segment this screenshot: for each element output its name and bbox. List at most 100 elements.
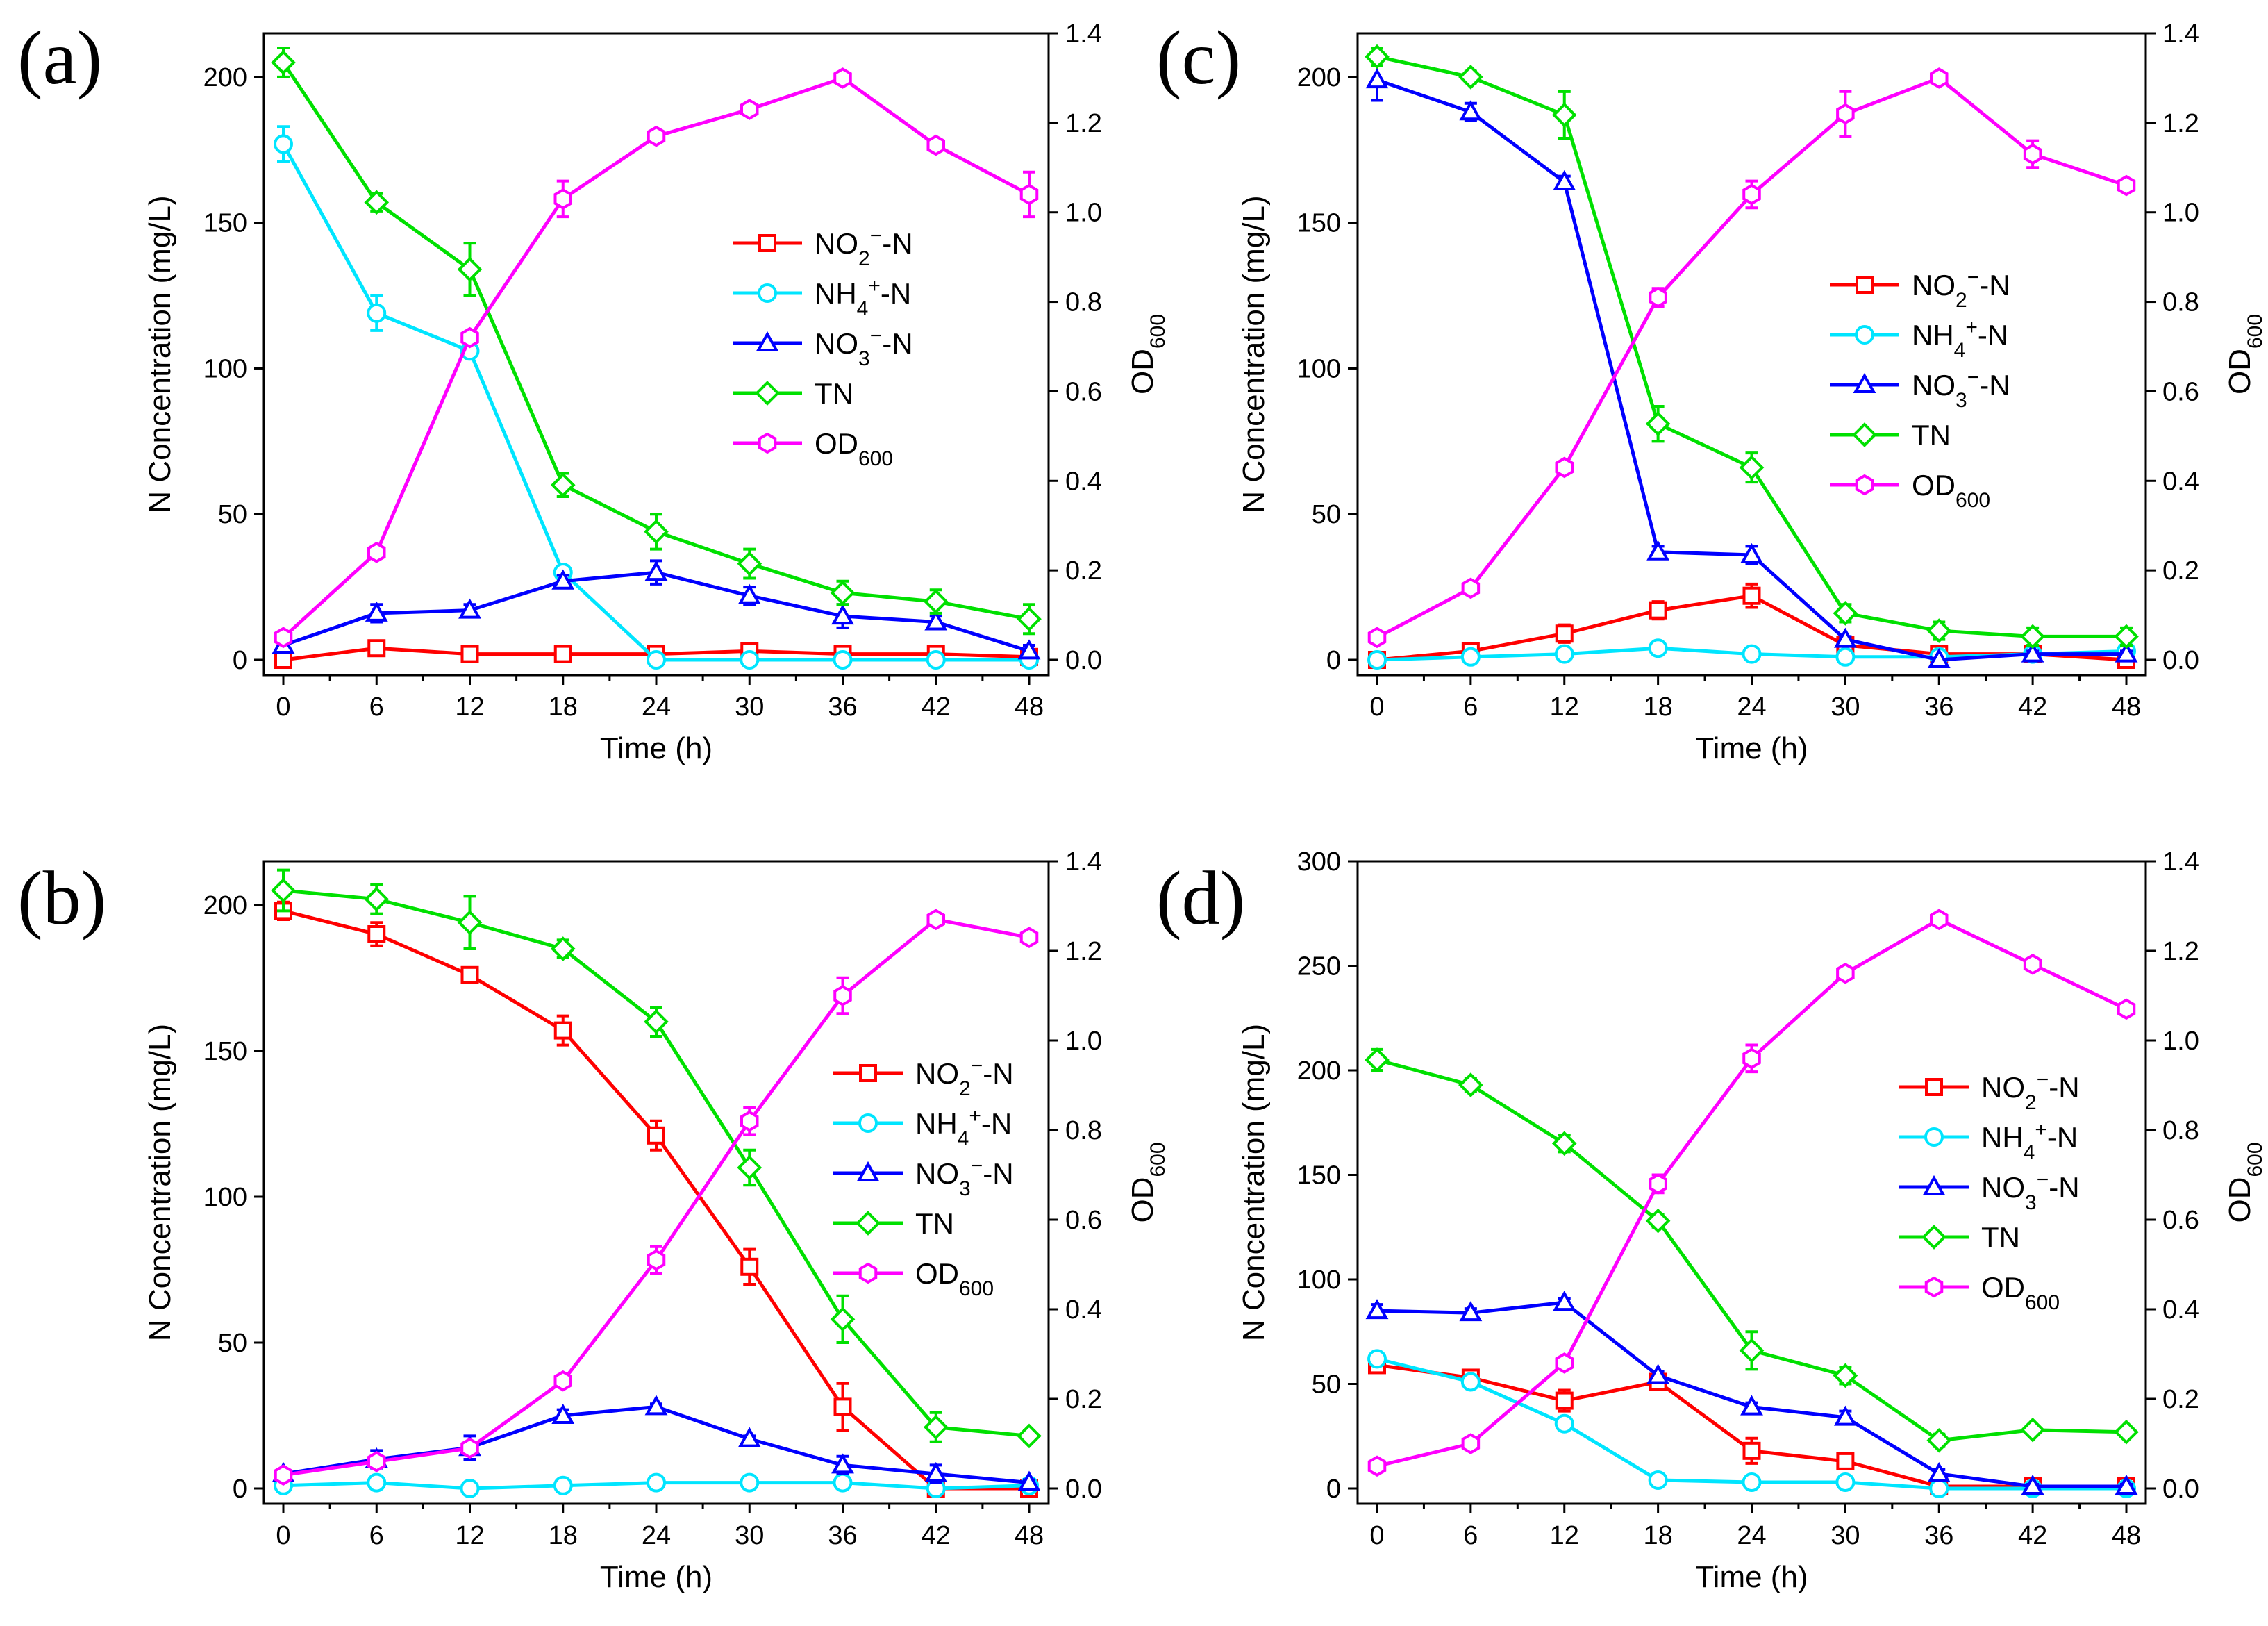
data-point bbox=[367, 639, 386, 658]
legend-label: TN bbox=[815, 377, 853, 410]
legend-label: OD600 bbox=[1912, 469, 1990, 512]
series-od600 bbox=[274, 909, 1039, 1486]
y2-tick-label: 0.0 bbox=[2162, 646, 2199, 675]
y2-tick-label: 0.8 bbox=[1065, 1116, 1102, 1145]
legend-label: NH4+-N bbox=[915, 1104, 1012, 1150]
data-point bbox=[740, 650, 760, 670]
legend-label-part: − bbox=[971, 1154, 983, 1177]
legend-label-part: OD bbox=[1126, 349, 1160, 395]
legend-label-part: NH bbox=[1981, 1121, 2024, 1154]
data-point bbox=[924, 1461, 948, 1482]
data-point bbox=[1833, 601, 1858, 626]
legend-label: TN bbox=[915, 1207, 954, 1240]
data-point bbox=[1367, 1349, 1387, 1369]
data-point bbox=[1458, 65, 1483, 90]
x-tick-label: 42 bbox=[2018, 1521, 2047, 1550]
y-axis-title: N Concentration (mg/L) bbox=[1237, 1024, 1271, 1341]
x-tick-label: 18 bbox=[549, 692, 578, 722]
data-point bbox=[1926, 618, 1952, 643]
data-point bbox=[458, 598, 481, 619]
data-point bbox=[1645, 1208, 1671, 1234]
y-tick-label: 150 bbox=[203, 1037, 247, 1066]
x-tick-label: 24 bbox=[642, 1521, 671, 1550]
legend-label: NH4+-N bbox=[1981, 1118, 2078, 1164]
data-point bbox=[2021, 642, 2044, 663]
data-point bbox=[271, 50, 296, 75]
data-point bbox=[833, 1397, 852, 1416]
legend-marker bbox=[755, 381, 780, 406]
y2-tick-label: 1.4 bbox=[1065, 19, 1102, 49]
x-tick-label: 12 bbox=[455, 1521, 484, 1550]
data-point bbox=[1833, 1363, 1858, 1388]
x-tick-label: 36 bbox=[828, 692, 857, 722]
legend-label-part: NO bbox=[915, 1057, 959, 1090]
x-tick-label: 30 bbox=[735, 1521, 764, 1550]
legend-label-part: -N bbox=[2049, 1171, 2079, 1204]
y2-tick-label: 1.0 bbox=[2162, 1027, 2199, 1056]
data-point bbox=[1649, 1173, 1667, 1195]
data-point bbox=[644, 519, 669, 545]
x-tick-label: 12 bbox=[1550, 1521, 1579, 1550]
legend-label-part: NO bbox=[1912, 269, 1956, 301]
y-tick-label: 0 bbox=[233, 1475, 247, 1504]
legend-label: NH4+-N bbox=[1912, 316, 2008, 362]
data-point bbox=[924, 610, 948, 631]
legend-label-part: − bbox=[971, 1054, 983, 1077]
y-tick-label: 0 bbox=[233, 646, 247, 675]
data-point bbox=[550, 472, 576, 498]
legend-label-part: 4 bbox=[1954, 339, 1966, 362]
data-point bbox=[1555, 456, 1574, 479]
data-point bbox=[1367, 1455, 1387, 1477]
data-point bbox=[1554, 1413, 1574, 1434]
legend-label-part: -N bbox=[1979, 369, 2010, 401]
y2-tick-label: 0.6 bbox=[1065, 377, 1102, 406]
x-tick-label: 30 bbox=[735, 692, 764, 722]
legend-marker bbox=[1924, 1276, 1944, 1298]
data-point bbox=[926, 909, 946, 931]
legend-label-part: 2 bbox=[1956, 289, 1967, 312]
legend-label-part: + bbox=[868, 274, 881, 297]
data-point bbox=[1365, 1047, 1390, 1072]
legend-label-part: -N bbox=[882, 227, 912, 260]
y2-tick-label: 0.4 bbox=[1065, 1295, 1102, 1325]
data-point bbox=[647, 125, 666, 147]
y2-axis-title: OD600 bbox=[2223, 314, 2267, 395]
x-tick-label: 48 bbox=[2112, 1521, 2141, 1550]
legend-label-part: OD bbox=[915, 1257, 959, 1290]
x-tick-label: 18 bbox=[549, 1521, 578, 1550]
legend-label-part: TN bbox=[815, 377, 853, 410]
data-point bbox=[1646, 1363, 1670, 1384]
data-point bbox=[1835, 647, 1856, 667]
legend-label-part: OD bbox=[815, 427, 858, 460]
data-point bbox=[1017, 1470, 1041, 1491]
y2-tick-label: 1.2 bbox=[2162, 937, 2199, 966]
y-tick-label: 150 bbox=[203, 209, 247, 238]
data-point bbox=[1739, 1338, 1765, 1363]
data-point bbox=[367, 542, 386, 563]
y-tick-label: 300 bbox=[1297, 847, 1341, 877]
x-tick-label: 6 bbox=[369, 1521, 384, 1550]
legend-label-part: TN bbox=[1912, 419, 1951, 451]
x-tick-label: 42 bbox=[922, 692, 951, 722]
x-tick-label: 0 bbox=[1369, 1521, 1384, 1550]
data-point bbox=[1460, 1372, 1481, 1392]
series-nh4n bbox=[1367, 1349, 2136, 1498]
series-no3n bbox=[1365, 1291, 2138, 1495]
data-point bbox=[833, 650, 853, 670]
legend-marker bbox=[1855, 474, 1874, 496]
legend-label-part: -N bbox=[2047, 1121, 2078, 1154]
legend-label-part: -N bbox=[2049, 1071, 2079, 1104]
y-tick-label: 150 bbox=[1297, 209, 1341, 238]
x-tick-label: 30 bbox=[1831, 1521, 1860, 1550]
x-tick-label: 12 bbox=[455, 692, 484, 722]
data-point bbox=[1742, 183, 1761, 206]
legend-label-part: -N bbox=[1978, 319, 2008, 351]
legend-label-part: -N bbox=[983, 1157, 1013, 1190]
legend-label-part: -N bbox=[981, 1107, 1012, 1140]
data-point bbox=[644, 1009, 669, 1034]
data-point bbox=[553, 645, 572, 663]
legend-label-part: -N bbox=[881, 277, 911, 310]
data-point bbox=[2117, 998, 2136, 1020]
